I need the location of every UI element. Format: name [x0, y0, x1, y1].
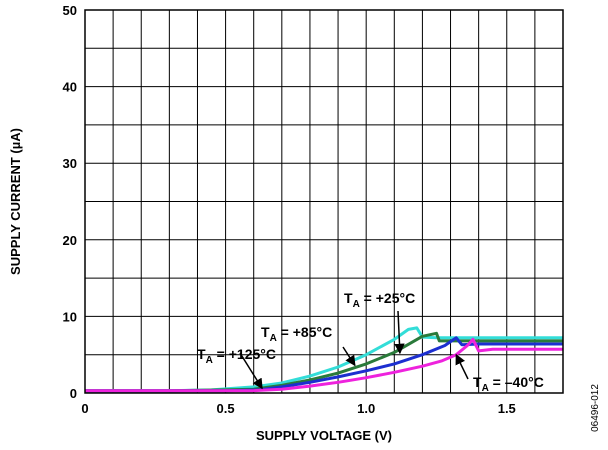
series-label-arrow [455, 353, 469, 380]
series-label: TA = +85°C [261, 324, 332, 344]
y-tick-label: 20 [63, 233, 77, 248]
x-tick-label: 0 [81, 401, 88, 416]
x-tick-label: 0.5 [217, 401, 235, 416]
y-tick-label: 10 [63, 309, 77, 324]
y-tick-label: 0 [70, 386, 77, 401]
figure-id: 06496-012 [590, 384, 601, 432]
series-label: TA = +125°C [197, 346, 276, 366]
plot-frame [84, 9, 564, 394]
series-label-arrow [239, 352, 263, 390]
series-label-arrow [342, 346, 356, 367]
tick-labels: 0 0.5 1.0 1.5 0 10 20 30 40 50 [63, 3, 516, 416]
x-axis-label: SUPPLY VOLTAGE (V) [256, 428, 392, 443]
x-tick-label: 1.0 [357, 401, 375, 416]
series-line [85, 337, 563, 393]
y-tick-label: 40 [63, 80, 77, 95]
series-label-arrow [394, 310, 405, 355]
y-axis-label: SUPPLY CURRENT (µA) [8, 128, 23, 275]
series-label: TA = –40°C [473, 374, 544, 394]
y-tick-label: 30 [63, 156, 77, 171]
series-annotations: TA = +125°CTA = +85°C TA = +25°C TA = –40°… [197, 290, 544, 394]
x-tick-label: 1.5 [498, 401, 516, 416]
grid [85, 10, 563, 393]
y-tick-label: 50 [63, 3, 77, 18]
series-label: TA = +25°C [344, 290, 415, 310]
